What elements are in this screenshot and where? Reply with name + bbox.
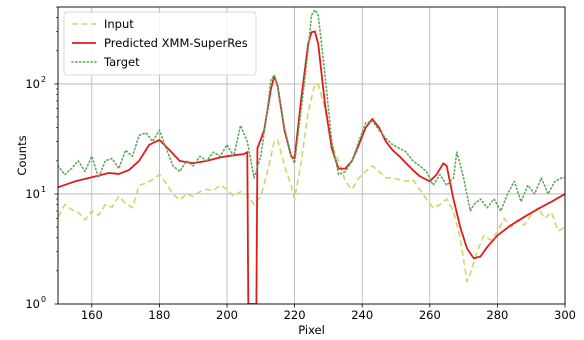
x-tick-label: 220 bbox=[284, 308, 306, 322]
x-axis-label: Pixel bbox=[298, 323, 325, 337]
legend: Input Predicted XMM-SuperRes Target bbox=[63, 11, 257, 76]
y-tick-label: 10 bbox=[25, 297, 40, 311]
plot-frame bbox=[57, 6, 566, 305]
y-tick-label: 10 bbox=[25, 187, 40, 201]
y-axis-label: Counts bbox=[15, 135, 29, 175]
legend-label: Input bbox=[104, 17, 134, 31]
series-line-predicted-xmm-superres bbox=[58, 30, 565, 304]
legend-box bbox=[63, 11, 257, 76]
legend-label: Predicted XMM-SuperRes bbox=[104, 36, 248, 50]
series-line-target bbox=[58, 9, 565, 212]
x-tick-label: 240 bbox=[351, 308, 373, 322]
legend-label: Target bbox=[103, 55, 140, 69]
y-tick-label: 10 bbox=[25, 77, 40, 91]
x-tick-label: 160 bbox=[81, 308, 103, 322]
x-tick-label: 280 bbox=[486, 308, 508, 322]
y-tick-exponent: 0 bbox=[41, 295, 46, 304]
x-tick-label: 300 bbox=[554, 308, 576, 322]
x-tick-label: 260 bbox=[419, 308, 441, 322]
series-line-input bbox=[58, 83, 565, 283]
y-tick-exponent: 1 bbox=[41, 185, 46, 194]
plot-area bbox=[58, 9, 565, 304]
y-tick-exponent: 2 bbox=[41, 75, 46, 84]
x-tick-label: 200 bbox=[216, 308, 238, 322]
x-tick-label: 180 bbox=[148, 308, 170, 322]
